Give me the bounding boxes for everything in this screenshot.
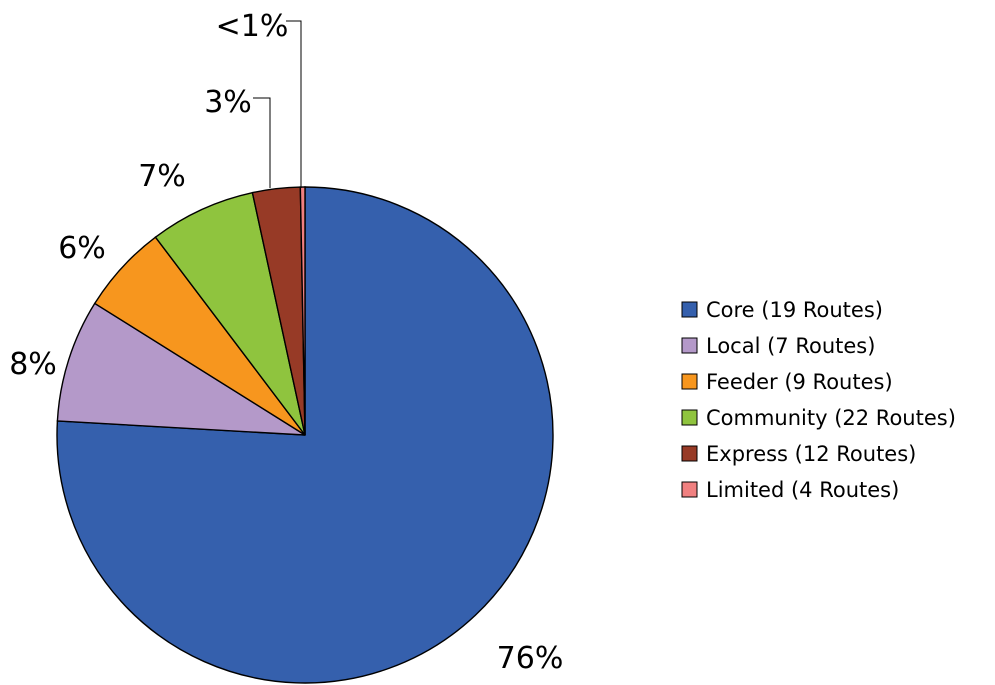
slice-label-express: 3% — [204, 85, 252, 120]
legend-swatch-limited — [681, 481, 698, 498]
slice-label-core: 76% — [497, 641, 564, 676]
legend-label-express: Express (12 Routes) — [706, 442, 916, 466]
slice-label-limited: <1% — [216, 9, 289, 44]
legend-label-feeder: Feeder (9 Routes) — [706, 370, 893, 394]
legend-swatch-core — [681, 301, 698, 318]
slice-community — [154, 191, 306, 436]
legend: Core (19 Routes) Local (7 Routes) Feeder (… — [681, 298, 956, 502]
legend-label-limited: Limited (4 Routes) — [706, 478, 899, 502]
legend-swatch-feeder — [681, 373, 698, 390]
legend-label-community: Community (22 Routes) — [706, 406, 956, 430]
leader-lines — [253, 20, 302, 188]
legend-swatch-local — [681, 337, 698, 354]
slice-limited — [299, 186, 306, 436]
pie-slices — [56, 186, 554, 684]
legend-swatch-community — [681, 409, 698, 426]
slice-local — [56, 302, 306, 436]
legend-label-local: Local (7 Routes) — [706, 334, 875, 358]
legend-label-core: Core (19 Routes) — [706, 298, 883, 322]
legend-swatch-express — [681, 445, 698, 462]
leader-line-limited — [286, 20, 302, 188]
slice-label-community: 7% — [138, 159, 186, 194]
slice-label-local: 8% — [9, 347, 57, 382]
slice-label-feeder: 6% — [58, 231, 106, 266]
leader-line-express — [253, 97, 271, 188]
slice-labels: 76% 8% 6% 7% 3% <1% — [9, 9, 563, 676]
